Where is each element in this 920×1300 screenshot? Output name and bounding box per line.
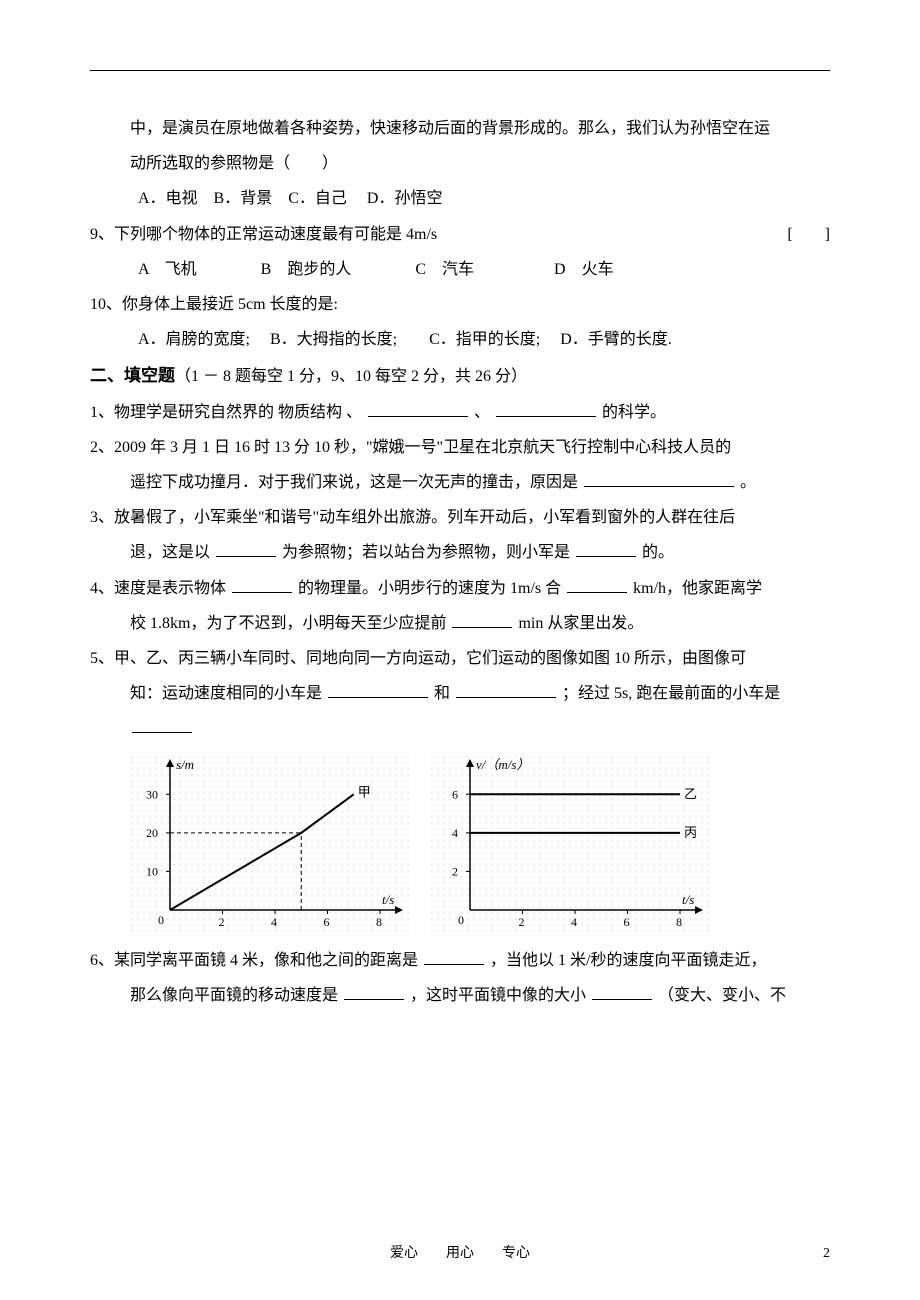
svg-text:10: 10 [146,864,158,878]
svg-text:乙: 乙 [684,786,697,801]
fill-3a: 3、放暑假了，小军乘坐"和谐号"动车组外出旅游。列车开动后，小军看到窗外的人群在… [90,500,830,535]
section2-note: （1 － 8 题每空 1 分，9、10 每空 2 分，共 26 分） [175,368,527,385]
chart-2: v/（m/s） t/s 0 2 4 6 2 4 6 8 乙丙 [430,755,710,935]
svg-text:4: 4 [452,825,458,839]
blank [576,537,636,557]
q8-options: A．电视 B．背景 C．自己 D．孙悟空 [90,181,830,216]
header-rule [90,70,830,71]
blank [496,397,596,417]
chart2-svg: v/（m/s） t/s 0 2 4 6 2 4 6 8 乙丙 [430,755,710,935]
f5-c: 和 [434,685,450,702]
q10-options: A．肩膀的宽度; B．大拇指的长度; C．指甲的长度; D．手臂的长度. [90,322,830,357]
svg-text:8: 8 [676,915,682,929]
fill-4a: 4、速度是表示物体 的物理量。小明步行的速度为 1m/s 合 km/h，他家距离… [90,571,830,606]
f5-d: ；经过 5s, 跑在最前面的小车是 [562,685,780,702]
fill-5b: 知：运动速度相同的小车是 和 ；经过 5s, 跑在最前面的小车是 [90,676,830,711]
page-container: 中，是演员在原地做着各种姿势，快速移动后面的背景形成的。那么，我们认为孙悟空在运… [0,0,920,1300]
fill-4b: 校 1.8km，为了不迟到，小明每天至少应提前 min 从家里出发。 [90,606,830,641]
svg-text:s/m: s/m [176,757,194,772]
f6-e: （变大、变小、不 [658,987,786,1004]
f6-b: ，当他以 1 米/秒的速度向平面镜走近， [490,952,766,969]
blank [592,980,652,1000]
q8-line1: 中，是演员在原地做着各种姿势，快速移动后面的背景形成的。那么，我们认为孙悟空在运 [90,111,830,146]
svg-text:0: 0 [158,913,164,927]
fill-6a: 6、某同学离平面镜 4 米，像和他之间的距离是 ，当他以 1 米/秒的速度向平面… [90,943,830,978]
page-number: 2 [823,1239,830,1270]
svg-text:2: 2 [452,864,458,878]
fill-5a: 5、甲、乙、丙三辆小车同时、同地向同一方向运动，它们运动的图像如图 10 所示，… [90,641,830,676]
svg-text:t/s: t/s [682,892,694,907]
svg-text:丙: 丙 [684,824,697,839]
svg-text:2: 2 [519,915,525,929]
blank [584,467,734,487]
svg-text:4: 4 [271,915,277,929]
fill-2a: 2、2009 年 3 月 1 日 16 时 13 分 10 秒，"嫦娥一号"卫星… [90,430,830,465]
blank [216,537,276,557]
chart-1: s/m t/s 0 10 20 30 2 4 6 8 甲 [130,755,410,935]
f6-c: 那么像向平面镜的移动速度是 [130,987,338,1004]
footer-text: 爱心 用心 专心 [0,1239,920,1270]
f4-d: 校 1.8km，为了不迟到，小明每天至少应提前 [130,615,450,632]
blank [368,397,468,417]
blank [456,678,556,698]
f2-c: 。 [740,474,756,491]
f4-e: min 从家里出发。 [518,615,643,632]
svg-text:0: 0 [458,913,464,927]
svg-text:20: 20 [146,825,158,839]
f2-b: 遥控下成功撞月．对于我们来说，这是一次无声的撞击，原因是 [130,474,578,491]
blank [232,572,292,592]
f6-a: 6、某同学离平面镜 4 米，像和他之间的距离是 [90,952,418,969]
fill-2b: 遥控下成功撞月．对于我们来说，这是一次无声的撞击，原因是 。 [90,465,830,500]
fill-6b: 那么像向平面镜的移动速度是 ，这时平面镜中像的大小 （变大、变小、不 [90,978,830,1013]
blank [344,980,404,1000]
f4-a: 4、速度是表示物体 [90,580,226,597]
svg-text:30: 30 [146,787,158,801]
fill-1: 1、物理学是研究自然界的 物质结构 、 、 的科学。 [90,395,830,430]
blank [328,678,428,698]
f5-b: 知：运动速度相同的小车是 [130,685,322,702]
q9: 9、下列哪个物体的正常运动速度最有可能是 4m/s [ ] [90,217,830,252]
f4-b: 的物理量。小明步行的速度为 1m/s 合 [298,580,561,597]
svg-text:v/（m/s）: v/（m/s） [476,757,529,772]
section2-heading: 二、填空题（1 － 8 题每空 1 分，9、10 每空 2 分，共 26 分） [90,357,830,394]
svg-text:8: 8 [376,915,382,929]
f1-a: 1、物理学是研究自然界的 物质结构 、 [90,404,362,421]
fill-5c [90,711,830,746]
f1-b: 、 [474,404,490,421]
svg-text:6: 6 [452,787,458,801]
f4-c: km/h，他家距离学 [633,580,762,597]
f6-d: ，这时平面镜中像的大小 [410,987,586,1004]
blank [132,713,192,733]
svg-text:6: 6 [624,915,630,929]
svg-text:2: 2 [219,915,225,929]
q8-line2: 动所选取的参照物是（ ） [90,146,830,181]
q9-bracket: [ ] [787,217,830,252]
f1-c: 的科学。 [602,404,666,421]
svg-text:t/s: t/s [382,892,394,907]
svg-text:6: 6 [324,915,330,929]
q9-text: 9、下列哪个物体的正常运动速度最有可能是 4m/s [90,226,437,243]
blank [567,572,627,592]
charts-row: s/m t/s 0 10 20 30 2 4 6 8 甲 v/（m/s） t/s 0 2 4 6 2 4 6 8 乙丙 [130,755,830,935]
blank [452,608,512,628]
q9-options: A 飞机 B 跑步的人 C 汽车 D 火车 [90,252,830,287]
section2-title: 二、填空题 [90,366,175,385]
q10-text: 10、你身体上最接近 5cm 长度的是: [90,287,830,322]
fill-3b: 退，这是以 为参照物；若以站台为参照物，则小军是 的。 [90,535,830,570]
f3-b: 退，这是以 [130,544,210,561]
f3-c: 为参照物；若以站台为参照物，则小军是 [282,544,570,561]
f3-d: 的。 [642,544,674,561]
chart1-svg: s/m t/s 0 10 20 30 2 4 6 8 甲 [130,755,410,935]
blank [424,944,484,964]
svg-text:甲: 甲 [358,784,371,799]
svg-text:4: 4 [571,915,577,929]
